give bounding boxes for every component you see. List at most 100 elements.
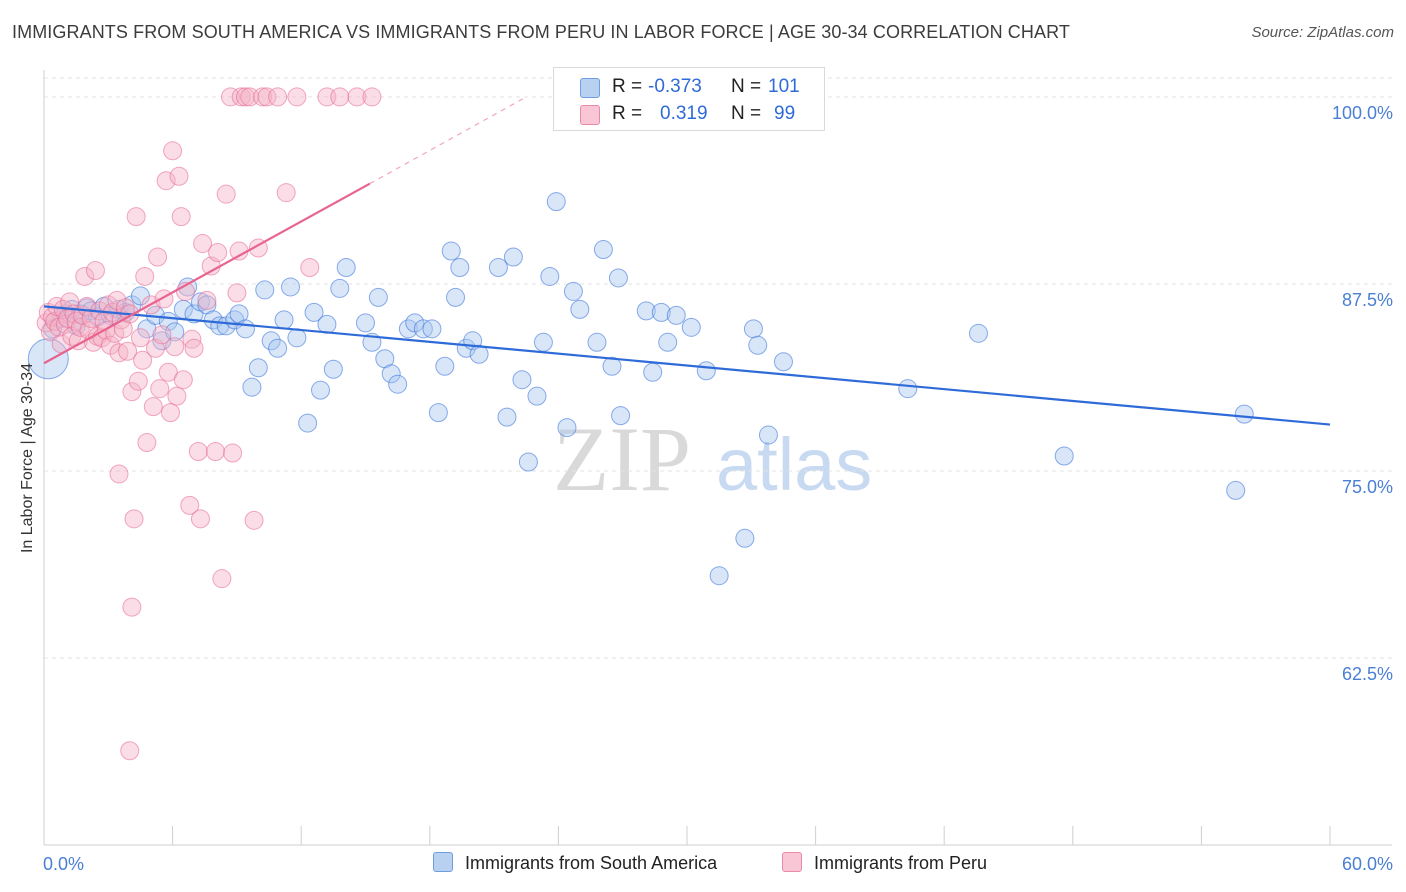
bottom-legend-south-america: Immigrants from South America — [433, 852, 717, 874]
south-america-point — [165, 322, 185, 342]
south-america-point — [557, 418, 577, 438]
south-america-point — [773, 352, 793, 372]
peru-point — [268, 87, 288, 107]
watermark-atlas: atlas — [716, 423, 872, 506]
peru-point — [216, 184, 236, 204]
peru-point — [150, 379, 170, 399]
peru-point — [171, 207, 191, 227]
peru-point — [163, 141, 183, 161]
bottom-legend-swatch-blue — [433, 852, 453, 872]
legend-n-value: 99 — [774, 103, 796, 124]
south-america-point — [435, 356, 455, 376]
peru-point — [169, 166, 189, 186]
south-america-point — [658, 332, 678, 352]
peru-point — [148, 247, 168, 267]
south-america-point — [666, 305, 686, 325]
peru-point — [120, 741, 140, 761]
correlation-legend: R = -0.373 N = 101 R = 0.319 N = 99 — [553, 67, 825, 131]
south-america-point — [748, 335, 768, 355]
legend-row-south-america: R = -0.373 N = 101 — [554, 73, 824, 101]
peru-point — [173, 370, 193, 390]
south-america-point — [422, 319, 442, 339]
legend-r-value: 0.319 — [660, 103, 708, 124]
y-tick-label: 75.0% — [1342, 477, 1393, 497]
legend-n-label: N = — [731, 103, 762, 124]
peru-point — [40, 322, 60, 342]
peru-point — [180, 495, 200, 515]
south-america-point — [540, 266, 560, 286]
peru-point — [287, 87, 307, 107]
south-america-point — [330, 278, 350, 298]
south-america-point — [570, 299, 590, 319]
south-america-point — [608, 268, 628, 288]
peru-point — [205, 442, 225, 462]
peru-point — [347, 87, 367, 107]
south-america-point — [441, 241, 461, 261]
peru-point — [227, 283, 247, 303]
peru-trend-line — [43, 182, 371, 365]
south-america-point — [709, 566, 729, 586]
south-america-point — [602, 356, 622, 376]
peru-point — [193, 234, 213, 254]
south-america-point — [446, 287, 466, 307]
peru-point — [184, 338, 204, 358]
south-america-point — [735, 528, 755, 548]
south-america-point — [381, 364, 401, 384]
south-america-point — [255, 280, 275, 300]
south-america-point — [593, 240, 613, 260]
peru-point — [190, 509, 210, 529]
peru-point — [133, 350, 153, 370]
south-america-point — [488, 257, 508, 277]
peru-point — [223, 443, 243, 463]
peru-point — [235, 87, 255, 107]
peru-point — [128, 371, 148, 391]
peru-point — [75, 266, 95, 286]
peru-point — [158, 362, 178, 382]
peru-point — [244, 510, 264, 530]
y-tick-label: 100.0% — [1332, 103, 1393, 123]
y-tick-label: 62.5% — [1342, 664, 1393, 684]
south-america-point — [388, 374, 408, 394]
x-tick-label: 60.0% — [1342, 854, 1393, 874]
peru-point — [109, 464, 129, 484]
peru-point — [212, 569, 232, 589]
peru-point — [118, 341, 138, 361]
south-america-point — [261, 331, 281, 351]
chart-title: IMMIGRANTS FROM SOUTH AMERICA VS IMMIGRA… — [12, 22, 1070, 42]
legend-swatch-pink — [580, 105, 600, 125]
south-america-point — [368, 287, 388, 307]
south-america-point — [636, 301, 656, 321]
peru-point — [160, 403, 180, 423]
south-america-point — [274, 310, 294, 330]
bottom-legend-swatch-pink — [782, 852, 802, 872]
south-america-point — [503, 247, 523, 267]
legend-n-label: N = — [731, 76, 762, 97]
south-america-point — [304, 302, 324, 322]
south-america-point — [310, 380, 330, 400]
south-america-point — [356, 313, 375, 333]
south-america-point — [317, 314, 337, 334]
peru-point — [124, 509, 144, 529]
south-america-point — [518, 452, 538, 472]
south-america-point — [968, 323, 988, 343]
peru-points — [36, 87, 382, 761]
peru-point — [257, 87, 277, 107]
south-america-point — [287, 328, 307, 348]
legend-r-label: R = — [612, 103, 643, 124]
legend-row-peru: R = 0.319 N = 99 — [554, 100, 824, 128]
south-america-points — [27, 87, 1254, 586]
peru-point — [167, 386, 187, 406]
south-america-trend-line — [43, 305, 1331, 426]
south-america-point — [743, 319, 763, 339]
peru-point — [276, 183, 296, 203]
south-america-point — [643, 362, 663, 382]
south-america-point — [758, 425, 778, 445]
legend-swatch-blue — [580, 78, 600, 98]
south-america-point — [546, 192, 566, 212]
bottom-legend-label: Immigrants from Peru — [814, 853, 988, 873]
peru-trend-extension — [369, 96, 527, 185]
peru-point — [330, 87, 350, 107]
x-tick-label: 0.0% — [43, 854, 84, 874]
south-america-point — [696, 361, 716, 381]
